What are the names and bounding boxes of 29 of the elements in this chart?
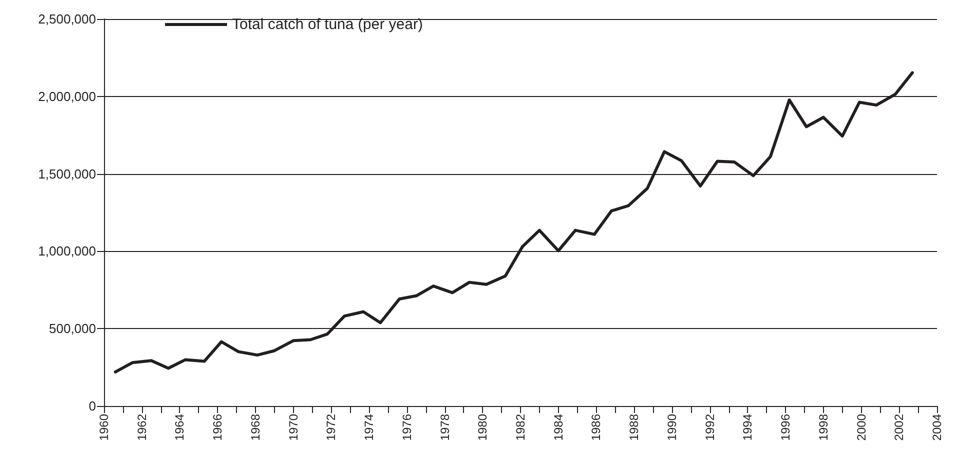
x-tick-label: 1968 xyxy=(248,414,262,441)
y-tick-label: 500,000 xyxy=(49,321,96,336)
x-tick-label: 1960 xyxy=(97,414,111,441)
x-tick-label: 1998 xyxy=(816,414,830,441)
x-tick-label: 2004 xyxy=(930,414,944,441)
y-tick-label: 2,000,000 xyxy=(38,88,96,104)
x-tick-label: 1982 xyxy=(514,414,528,441)
x-tick-label: 2002 xyxy=(892,414,906,441)
x-tick-label: 1972 xyxy=(324,414,338,441)
x-tick-label: 2000 xyxy=(854,414,868,441)
x-tick-label: 1978 xyxy=(438,414,452,441)
x-tick-label: 1996 xyxy=(778,414,793,441)
x-tick-label: 1964 xyxy=(172,414,187,441)
x-tick-label: 1988 xyxy=(627,414,642,441)
x-tick-label: 1980 xyxy=(476,414,490,441)
x-tick-label: 1962 xyxy=(134,414,149,441)
y-tick-label: 1,000,000 xyxy=(38,244,96,259)
x-tick-label: 1974 xyxy=(362,414,376,441)
x-tick-label: 1986 xyxy=(589,414,604,441)
x-tick-label: 1992 xyxy=(702,414,717,441)
x-tick-label: 1976 xyxy=(400,414,414,441)
y-tick-label: 2,500,000 xyxy=(38,12,96,26)
x-tick-label: 1994 xyxy=(740,414,755,441)
x-tick-label: 1966 xyxy=(210,414,225,441)
y-tick-label: 1,500,000 xyxy=(38,166,96,182)
y-tick-label: 0 xyxy=(88,398,96,414)
x-tick-label: 1990 xyxy=(664,414,679,441)
x-tick-label: 1984 xyxy=(551,414,566,441)
x-tick-label: 1970 xyxy=(286,414,300,441)
